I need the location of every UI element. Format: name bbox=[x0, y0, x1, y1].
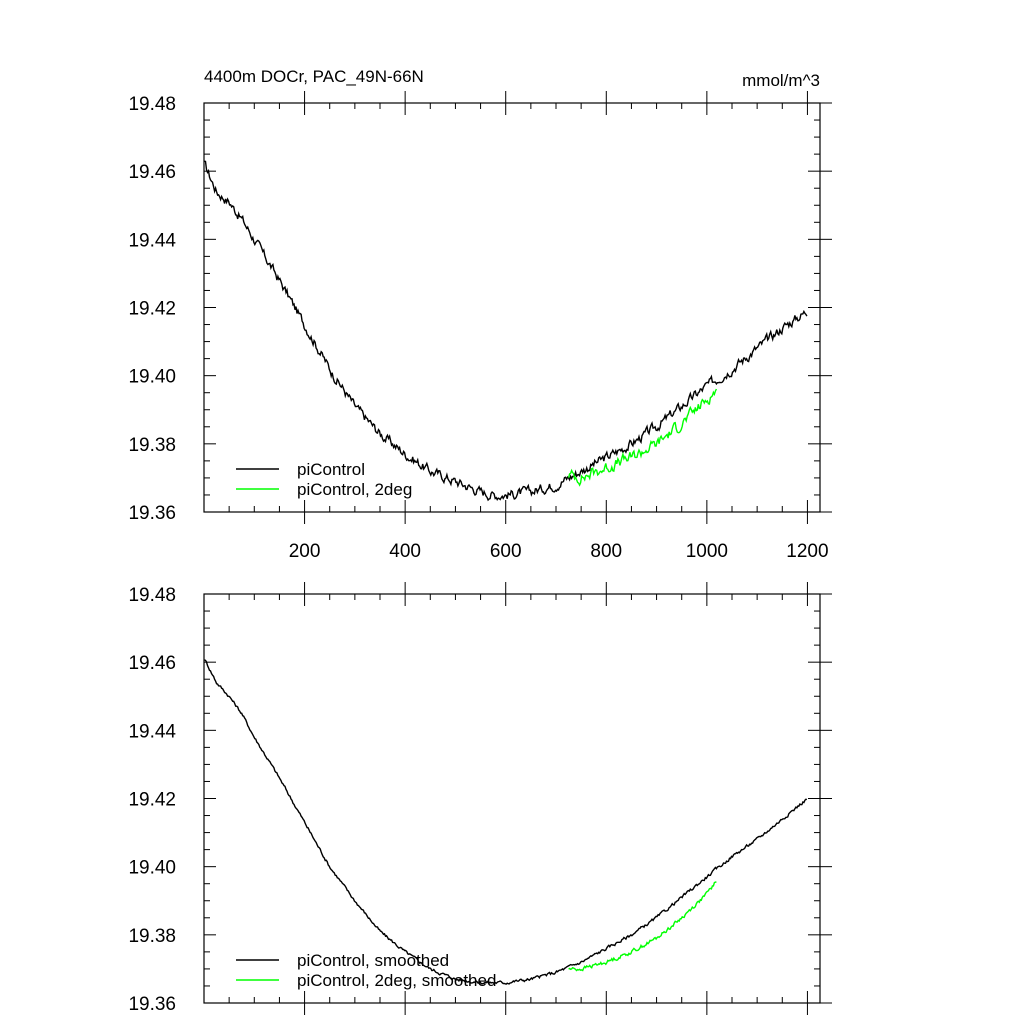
y-tick-label: 19.48 bbox=[128, 94, 176, 115]
x-tick-label: 400 bbox=[389, 541, 421, 562]
legend-label: piControl, 2deg bbox=[297, 480, 412, 499]
plot-frame bbox=[203, 593, 821, 1004]
chart-units: mmol/m^3 bbox=[742, 71, 820, 90]
y-tick-label: 19.42 bbox=[128, 299, 176, 320]
legend-label: piControl bbox=[297, 460, 365, 479]
legend-label: piControl, 2deg, smoothed bbox=[297, 971, 496, 990]
y-tick-label: 19.44 bbox=[128, 230, 176, 251]
x-tick-label: 600 bbox=[490, 541, 522, 562]
x-tick-label: 200 bbox=[289, 541, 321, 562]
x-tick-label: 800 bbox=[590, 541, 622, 562]
y-tick-label: 19.38 bbox=[128, 435, 176, 456]
y-tick-label: 19.36 bbox=[128, 994, 176, 1015]
legend-label: piControl, smoothed bbox=[297, 951, 449, 970]
y-tick-label: 19.46 bbox=[128, 162, 176, 183]
series-line-green bbox=[567, 388, 718, 487]
y-tick-label: 19.42 bbox=[128, 790, 176, 811]
y-tick-label: 19.36 bbox=[128, 503, 176, 524]
chart-title: 4400m DOCr, PAC_49N-66N bbox=[204, 67, 424, 86]
y-tick-label: 19.46 bbox=[128, 653, 176, 674]
series-line-black bbox=[204, 160, 808, 502]
x-tick-label: 1000 bbox=[686, 541, 728, 562]
series-line-black bbox=[204, 659, 808, 985]
series-line-green bbox=[568, 881, 717, 972]
y-tick-label: 19.40 bbox=[128, 367, 176, 388]
bottom-panel: 19.36 19.38 19.40 19.42 19.44 19.46 19.48 piCon… bbox=[128, 582, 832, 1015]
y-tick-label: 19.48 bbox=[128, 585, 176, 606]
y-tick-label: 19.40 bbox=[128, 858, 176, 879]
x-tick-label: 1200 bbox=[786, 541, 828, 562]
y-tick-label: 19.38 bbox=[128, 926, 176, 947]
y-tick-label: 19.44 bbox=[128, 721, 176, 742]
top-panel: 200 400 600 800 1000 1200 19.36 19.38 19.40 19.42… bbox=[128, 91, 832, 562]
